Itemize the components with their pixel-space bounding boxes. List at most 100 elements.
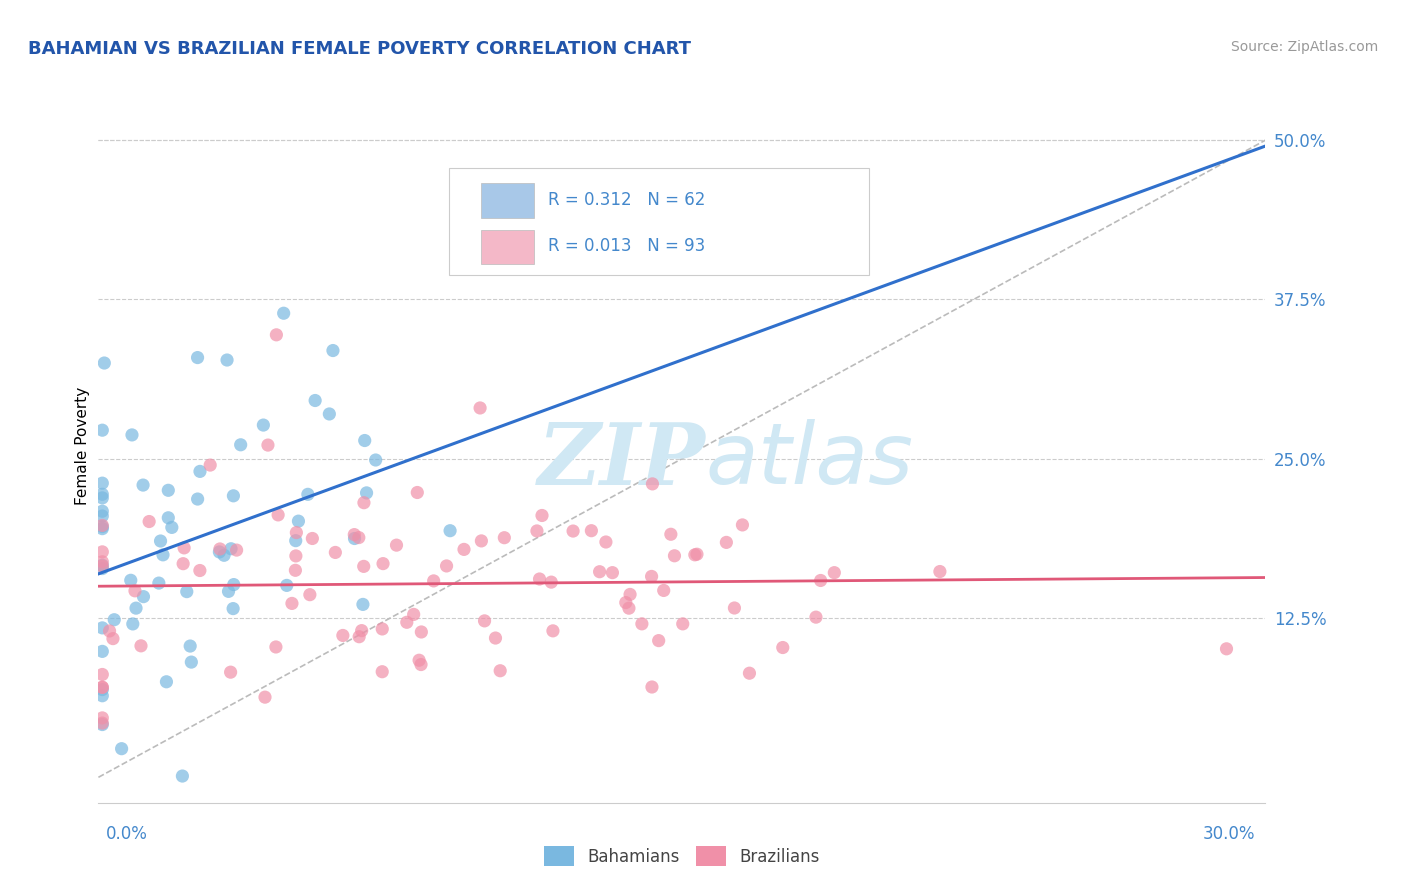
Point: [581, 524, 603, 538]
Point: [148, 576, 170, 591]
Point: [91, 682, 114, 697]
Point: [395, 615, 418, 630]
Point: [91, 504, 114, 518]
Point: [91, 680, 114, 694]
Point: [149, 534, 172, 549]
Point: [229, 438, 252, 452]
Point: [284, 549, 307, 563]
Point: [470, 533, 492, 548]
Point: [91, 491, 114, 505]
Point: [364, 453, 387, 467]
Point: [266, 327, 288, 342]
Point: [541, 624, 564, 638]
Point: [157, 510, 180, 524]
Point: [91, 518, 114, 533]
Point: [298, 588, 321, 602]
Point: [110, 741, 132, 756]
Point: [267, 508, 290, 522]
Point: [371, 665, 394, 679]
Point: [138, 515, 160, 529]
Point: [436, 558, 458, 573]
Point: [91, 689, 114, 703]
Point: [120, 574, 142, 588]
Point: [252, 418, 274, 433]
Point: [103, 613, 125, 627]
Point: [91, 561, 114, 575]
Text: R = 0.013   N = 93: R = 0.013 N = 93: [548, 237, 704, 255]
Point: [264, 640, 287, 654]
Point: [172, 557, 194, 571]
Point: [562, 524, 585, 538]
Point: [371, 557, 394, 571]
Point: [91, 681, 114, 695]
Point: [287, 514, 309, 528]
Point: [356, 486, 378, 500]
Point: [285, 525, 308, 540]
Point: [219, 665, 242, 680]
Point: [180, 655, 202, 669]
Point: [343, 532, 366, 546]
Point: [353, 496, 375, 510]
Point: [91, 716, 114, 731]
Point: [284, 563, 307, 577]
Point: [187, 351, 209, 365]
Point: [121, 428, 143, 442]
Point: [152, 548, 174, 562]
Point: [659, 527, 682, 541]
Point: [304, 393, 326, 408]
Point: [631, 616, 654, 631]
Point: [91, 423, 114, 437]
Point: [188, 464, 211, 478]
Point: [222, 489, 245, 503]
Point: [187, 491, 209, 506]
Point: [215, 353, 238, 368]
Point: [371, 622, 394, 636]
Point: [218, 584, 240, 599]
Point: [352, 598, 374, 612]
Point: [489, 664, 512, 678]
Point: [281, 596, 304, 610]
Point: [91, 487, 114, 501]
Point: [526, 524, 548, 538]
Point: [614, 596, 637, 610]
Point: [121, 616, 143, 631]
Point: [347, 630, 370, 644]
Point: [132, 590, 155, 604]
Point: [683, 548, 706, 562]
Point: [91, 717, 114, 731]
Point: [98, 624, 121, 638]
Text: atlas: atlas: [706, 418, 914, 502]
Point: [257, 438, 280, 452]
Point: [301, 532, 323, 546]
Point: [173, 541, 195, 555]
Point: [188, 564, 211, 578]
Point: [91, 644, 114, 658]
Point: [101, 632, 124, 646]
Point: [91, 667, 114, 681]
Point: [731, 517, 754, 532]
Point: [208, 545, 231, 559]
Point: [273, 306, 295, 320]
Point: [91, 711, 114, 725]
Point: [222, 577, 245, 591]
Point: [641, 680, 664, 694]
Point: [91, 621, 114, 635]
Point: [772, 640, 794, 655]
Point: [672, 616, 695, 631]
Point: [1215, 641, 1237, 656]
Point: [353, 559, 375, 574]
Point: [318, 407, 340, 421]
Point: [540, 575, 562, 590]
Point: [179, 639, 201, 653]
Point: [453, 542, 475, 557]
Point: [297, 487, 319, 501]
Point: [402, 607, 425, 622]
FancyBboxPatch shape: [449, 168, 869, 275]
Point: [602, 566, 624, 580]
Text: 0.0%: 0.0%: [105, 825, 148, 843]
Point: [409, 657, 432, 672]
Point: [723, 601, 745, 615]
Point: [716, 535, 738, 549]
Point: [529, 572, 551, 586]
Point: [474, 614, 496, 628]
